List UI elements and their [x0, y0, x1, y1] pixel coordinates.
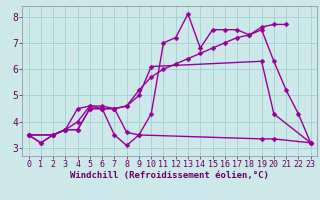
- X-axis label: Windchill (Refroidissement éolien,°C): Windchill (Refroidissement éolien,°C): [70, 171, 269, 180]
